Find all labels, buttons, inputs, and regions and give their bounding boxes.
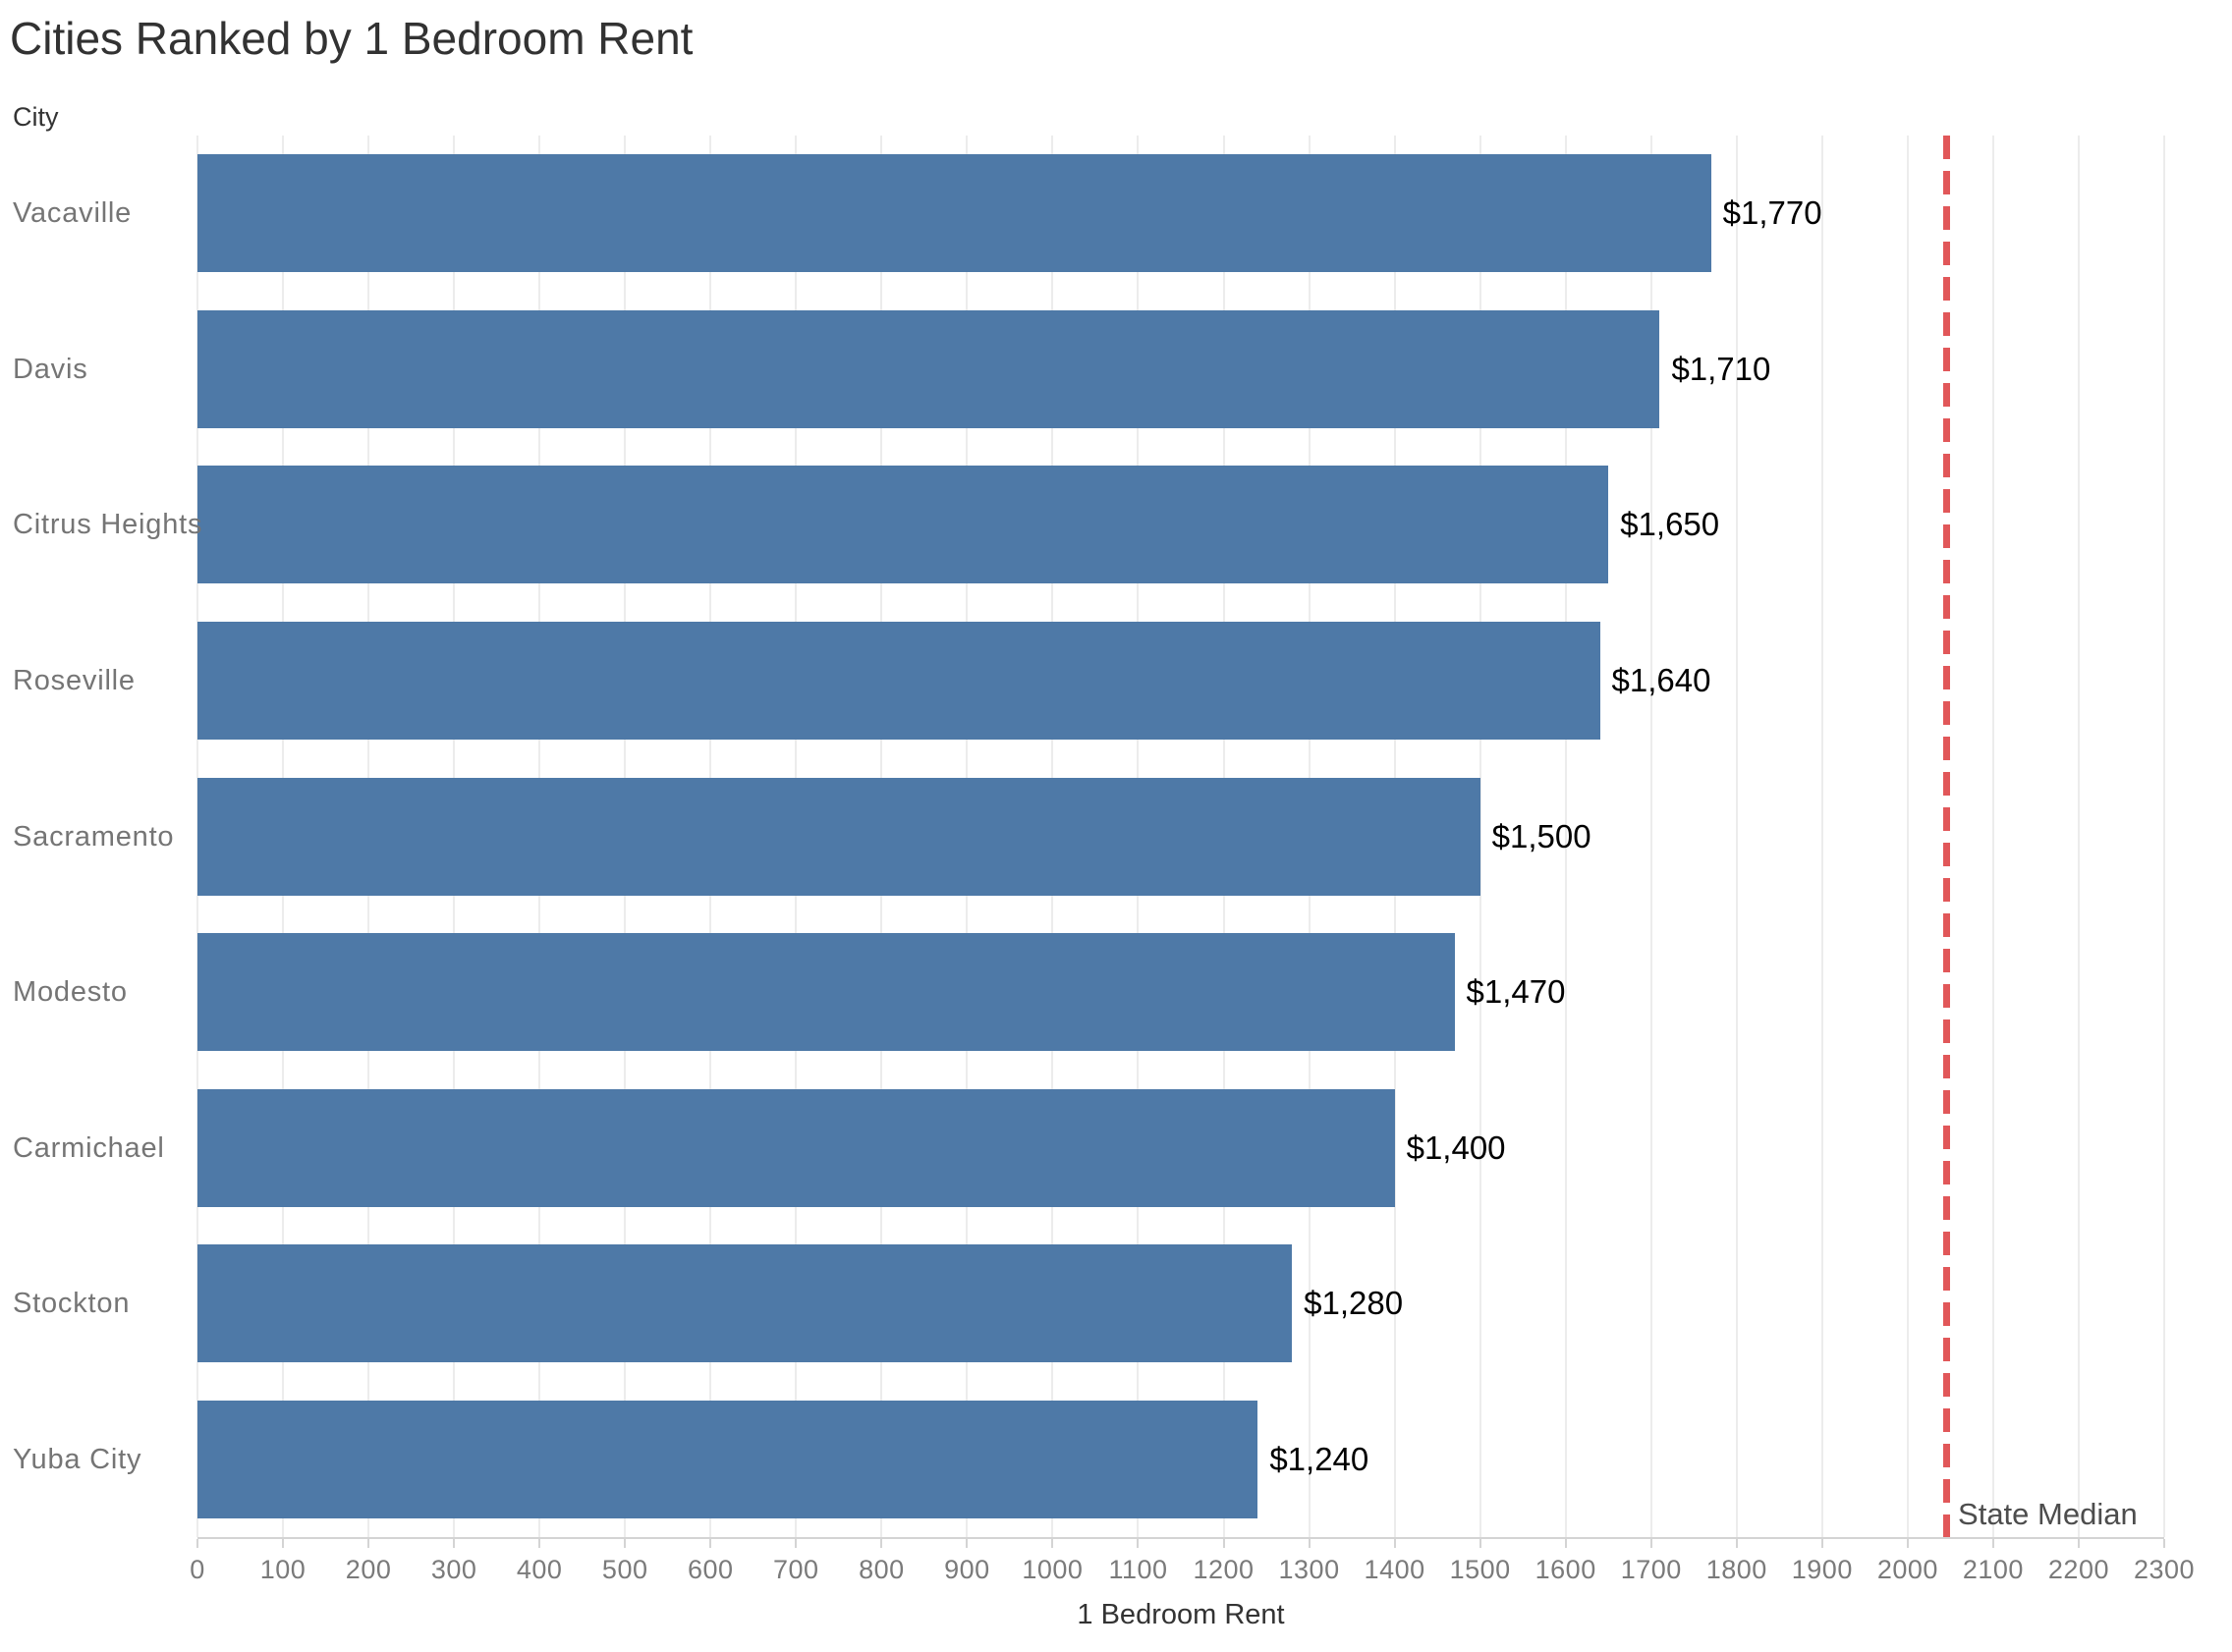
- tick-mark-1800: [1735, 1539, 1738, 1548]
- tick-label-1300: 1300: [1278, 1555, 1340, 1584]
- gridline-x-2100: [1991, 136, 1994, 1537]
- tick-mark-900: [966, 1539, 969, 1548]
- x-axis-title: 1 Bedroom Rent: [1077, 1599, 1285, 1630]
- tick-mark-500: [624, 1539, 627, 1548]
- value-label-citrus-heights: $1,650: [1620, 506, 1720, 543]
- category-label-stockton: Stockton: [13, 1288, 131, 1320]
- tick-label-200: 200: [345, 1555, 392, 1584]
- tick-mark-2100: [1991, 1539, 1994, 1548]
- tick-label-1400: 1400: [1364, 1555, 1425, 1584]
- tick-mark-200: [367, 1539, 370, 1548]
- plot-area: $1,770 $1,710 $1,650 $1,640 $1,500 $1,470 $1,4…: [197, 136, 2164, 1537]
- bar-roseville[interactable]: [197, 621, 1600, 740]
- tick-label-1900: 1900: [1791, 1555, 1853, 1584]
- bar-davis[interactable]: [197, 309, 1660, 428]
- category-label-vacaville: Vacaville: [13, 197, 133, 230]
- tick-label-400: 400: [516, 1555, 563, 1584]
- tick-label-1800: 1800: [1705, 1555, 1767, 1584]
- tick-label-300: 300: [430, 1555, 477, 1584]
- tick-label-100: 100: [259, 1555, 307, 1584]
- tick-label-2200: 2200: [2047, 1555, 2109, 1584]
- tick-mark-1500: [1479, 1539, 1481, 1548]
- state-median-label: State Median: [1958, 1497, 2138, 1531]
- value-label-roseville: $1,640: [1611, 661, 1711, 698]
- bar-carmichael[interactable]: [197, 1088, 1395, 1207]
- tick-label-800: 800: [859, 1555, 905, 1584]
- tick-mark-1100: [1137, 1539, 1140, 1548]
- tick-mark-2200: [2077, 1539, 2080, 1548]
- tick-label-900: 900: [944, 1555, 990, 1584]
- tick-mark-1200: [1222, 1539, 1225, 1548]
- tick-mark-2000: [1906, 1539, 1909, 1548]
- tick-mark-800: [880, 1539, 883, 1548]
- category-label-citrus-heights: Citrus Heights: [13, 509, 203, 541]
- value-label-yuba-city: $1,240: [1269, 1440, 1369, 1477]
- tick-label-700: 700: [773, 1555, 819, 1584]
- category-label-carmichael: Carmichael: [13, 1131, 165, 1164]
- x-axis-line: [197, 1537, 2164, 1539]
- tick-mark-700: [795, 1539, 798, 1548]
- category-label-sacramento: Sacramento: [13, 820, 175, 853]
- tick-label-600: 600: [687, 1555, 734, 1584]
- tick-label-2100: 2100: [1962, 1555, 2024, 1584]
- chart-title: Cities Ranked by 1 Bedroom Rent: [10, 13, 694, 64]
- gridline-x-1600: [1564, 136, 1567, 1537]
- row-header-city: City: [13, 102, 59, 132]
- value-label-vacaville: $1,770: [1722, 194, 1822, 232]
- bar-vacaville[interactable]: [197, 154, 1711, 273]
- gridline-x-1800: [1735, 136, 1738, 1537]
- category-label-yuba-city: Yuba City: [13, 1443, 142, 1475]
- bar-modesto[interactable]: [197, 933, 1455, 1052]
- value-label-davis: $1,710: [1671, 350, 1771, 387]
- tick-label-1600: 1600: [1534, 1555, 1596, 1584]
- tick-label-0: 0: [190, 1555, 205, 1584]
- bar-sacramento[interactable]: [197, 777, 1480, 896]
- tick-mark-0: [196, 1539, 198, 1548]
- bar-yuba-city[interactable]: [197, 1400, 1258, 1518]
- tick-mark-1400: [1393, 1539, 1396, 1548]
- tick-label-500: 500: [601, 1555, 648, 1584]
- gridline-x-1500: [1479, 136, 1481, 1537]
- tick-mark-1900: [1820, 1539, 1823, 1548]
- gridline-x-2000: [1906, 136, 1909, 1537]
- category-label-roseville: Roseville: [13, 664, 136, 696]
- category-label-davis: Davis: [13, 353, 88, 385]
- tick-mark-1300: [1308, 1539, 1311, 1548]
- value-label-modesto: $1,470: [1466, 973, 1566, 1011]
- value-label-stockton: $1,280: [1304, 1285, 1404, 1322]
- tick-mark-600: [709, 1539, 712, 1548]
- value-label-carmichael: $1,400: [1406, 1129, 1506, 1166]
- category-label-modesto: Modesto: [13, 976, 128, 1009]
- gridline-x-1900: [1820, 136, 1823, 1537]
- tick-label-1700: 1700: [1620, 1555, 1682, 1584]
- tick-mark-1700: [1649, 1539, 1652, 1548]
- gridline-x-2300: [2163, 136, 2165, 1537]
- bar-stockton[interactable]: [197, 1244, 1293, 1363]
- tick-mark-100: [282, 1539, 285, 1548]
- tick-label-1200: 1200: [1193, 1555, 1255, 1584]
- tick-mark-2300: [2163, 1539, 2165, 1548]
- tick-mark-400: [538, 1539, 541, 1548]
- gridline-x-2200: [2077, 136, 2080, 1537]
- tick-label-1500: 1500: [1449, 1555, 1511, 1584]
- state-median-reference-line: [1942, 136, 1950, 1537]
- tick-label-1000: 1000: [1022, 1555, 1084, 1584]
- bar-citrus-heights[interactable]: [197, 466, 1609, 584]
- tick-label-2300: 2300: [2133, 1555, 2196, 1584]
- tick-mark-1600: [1564, 1539, 1567, 1548]
- tick-label-2000: 2000: [1876, 1555, 1938, 1584]
- tick-label-1100: 1100: [1108, 1555, 1168, 1584]
- tick-mark-1000: [1051, 1539, 1054, 1548]
- tick-mark-300: [453, 1539, 456, 1548]
- value-label-sacramento: $1,500: [1491, 817, 1591, 854]
- gridline-x-1700: [1649, 136, 1652, 1537]
